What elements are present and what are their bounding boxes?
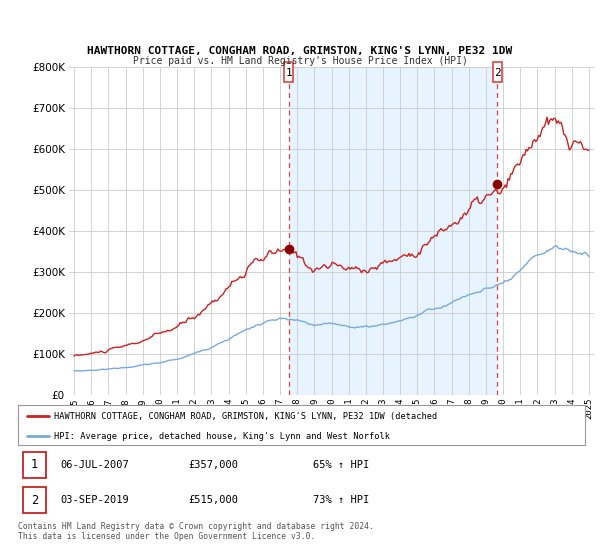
Bar (289, 67, 497, 395)
Bar (284, 62, 293, 82)
Text: HPI: Average price, detached house, King's Lynn and West Norfolk: HPI: Average price, detached house, King… (54, 432, 390, 441)
Text: 2: 2 (494, 68, 501, 78)
Text: 03-SEP-2019: 03-SEP-2019 (61, 495, 129, 505)
Bar (23, 452, 46, 478)
Text: HAWTHORN COTTAGE, CONGHAM ROAD, GRIMSTON, KING'S LYNN, PE32 1DW: HAWTHORN COTTAGE, CONGHAM ROAD, GRIMSTON… (88, 46, 512, 56)
Bar (23, 487, 46, 513)
Text: 65% ↑ HPI: 65% ↑ HPI (313, 460, 369, 470)
Text: £515,000: £515,000 (188, 495, 238, 505)
Text: 06-JUL-2007: 06-JUL-2007 (61, 460, 129, 470)
Text: Price paid vs. HM Land Registry's House Price Index (HPI): Price paid vs. HM Land Registry's House … (133, 56, 467, 66)
Text: £357,000: £357,000 (188, 460, 238, 470)
Text: Contains HM Land Registry data © Crown copyright and database right 2024.
This d: Contains HM Land Registry data © Crown c… (18, 522, 374, 542)
Text: 1: 1 (285, 68, 292, 78)
Text: 1: 1 (31, 458, 38, 471)
Text: 73% ↑ HPI: 73% ↑ HPI (313, 495, 369, 505)
Text: 2: 2 (31, 494, 38, 507)
Text: HAWTHORN COTTAGE, CONGHAM ROAD, GRIMSTON, KING'S LYNN, PE32 1DW (detached: HAWTHORN COTTAGE, CONGHAM ROAD, GRIMSTON… (54, 412, 437, 421)
Bar (493, 62, 502, 82)
